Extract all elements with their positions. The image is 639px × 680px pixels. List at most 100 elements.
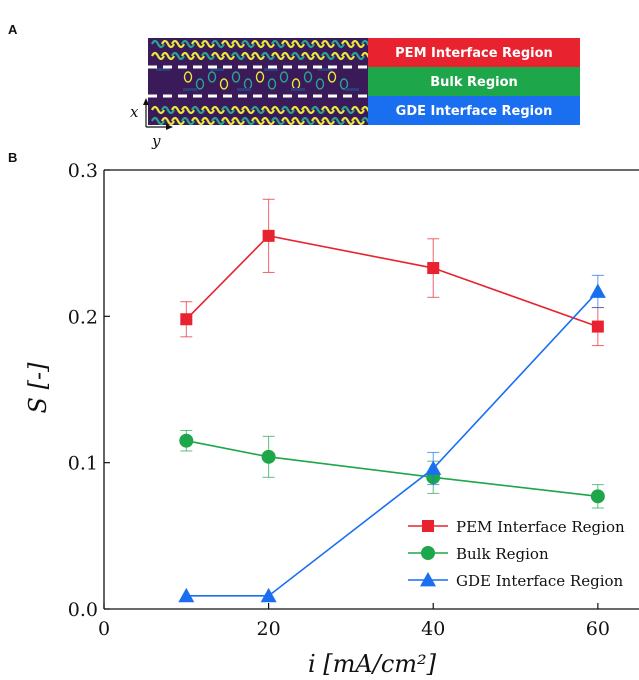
image-texture — [237, 88, 251, 91]
image-texture — [331, 105, 345, 115]
image-texture — [191, 51, 205, 61]
image-texture — [318, 68, 332, 71]
image-texture — [211, 39, 225, 49]
image-texture — [201, 105, 215, 115]
image-texture — [221, 116, 235, 126]
image-texture — [327, 71, 337, 83]
image-texture — [251, 39, 265, 49]
image-texture — [181, 51, 195, 61]
image-texture — [161, 105, 175, 115]
image-texture — [251, 105, 265, 115]
image-texture — [291, 51, 305, 61]
image-texture — [181, 39, 195, 49]
gde-interface-region-series — [178, 274, 606, 603]
image-texture — [331, 116, 345, 126]
legend-marker-pem-interface-region — [422, 520, 434, 532]
image-texture — [351, 39, 365, 49]
image-texture — [281, 51, 295, 61]
image-texture — [241, 116, 255, 126]
image-texture — [211, 105, 225, 115]
image-texture — [341, 116, 355, 126]
image-texture — [279, 71, 289, 83]
x-axis-label: i [mA/cm²] — [308, 650, 437, 678]
image-texture — [311, 116, 325, 126]
image-texture — [255, 71, 265, 83]
y-tick-label: 0.3 — [68, 160, 98, 182]
gde-interface-region-line — [186, 290, 599, 597]
x-tick-label: 20 — [257, 618, 281, 640]
image-texture — [311, 105, 325, 115]
image-texture — [221, 39, 235, 49]
image-texture — [201, 116, 215, 126]
image-texture — [351, 51, 365, 61]
image-texture — [261, 105, 275, 115]
image-texture — [231, 71, 241, 83]
image-texture — [211, 116, 225, 126]
bulk-region-label: Bulk Region — [430, 75, 518, 90]
image-texture — [241, 51, 255, 61]
bulk-region-point — [179, 433, 194, 448]
image-texture — [195, 78, 205, 90]
legend-marker-bulk-region — [421, 546, 435, 560]
image-texture — [303, 71, 313, 83]
chart-legend: PEM Interface Region Bulk Region GDE Inter… — [408, 518, 625, 590]
image-texture — [281, 105, 295, 115]
image-texture — [271, 39, 285, 49]
image-texture — [301, 105, 315, 115]
legend-label-pem-interface-region: PEM Interface Region — [456, 518, 625, 536]
image-texture — [321, 39, 335, 49]
image-texture — [281, 39, 295, 49]
image-texture — [171, 116, 185, 126]
panel-a-letter: A — [8, 22, 18, 37]
x-tick-label: 60 — [586, 618, 610, 640]
bulk-region-point — [261, 449, 276, 464]
image-texture — [251, 51, 265, 61]
image-texture — [331, 39, 345, 49]
image-texture — [156, 68, 170, 71]
image-texture — [331, 51, 345, 61]
y-tick-label: 0.1 — [68, 453, 98, 475]
image-texture — [321, 116, 335, 126]
y-axis-label: S [-] — [24, 362, 52, 414]
image-texture — [231, 116, 245, 126]
image-texture — [351, 116, 365, 126]
pem-interface-region-point — [180, 313, 193, 326]
bulk-region-point — [590, 489, 605, 504]
bulk-region-series — [179, 429, 605, 509]
image-texture — [241, 105, 255, 115]
image-texture — [161, 51, 175, 61]
image-texture — [231, 39, 245, 49]
image-texture — [231, 51, 245, 61]
x-axis-ticks: 0 20 40 60 — [98, 603, 610, 640]
image-texture — [183, 71, 193, 83]
image-texture — [151, 39, 165, 49]
image-texture — [191, 39, 205, 49]
image-texture — [271, 51, 285, 61]
image-texture — [161, 116, 175, 126]
gde-interface-region-point — [425, 460, 442, 475]
image-texture — [221, 105, 235, 115]
pem-interface-region-point — [427, 262, 440, 275]
region-schematic: PEM Interface Region Bulk Region GDE Int… — [130, 38, 580, 150]
image-texture — [161, 39, 175, 49]
image-texture — [267, 78, 277, 90]
image-texture — [271, 105, 285, 115]
image-texture — [207, 71, 217, 83]
pem-region-label: PEM Interface Region — [395, 46, 553, 61]
image-texture — [181, 116, 195, 126]
image-texture — [341, 105, 355, 115]
x-tick-label: 0 — [98, 618, 110, 640]
image-texture — [321, 51, 335, 61]
image-texture — [221, 51, 235, 61]
image-texture — [171, 105, 185, 115]
image-texture — [341, 51, 355, 61]
gde-region-band — [368, 96, 580, 125]
image-texture — [151, 51, 165, 61]
gde-interface-region-point — [178, 587, 195, 603]
pem-region-band — [368, 38, 580, 67]
image-texture — [311, 39, 325, 49]
series-layer — [178, 198, 606, 603]
image-texture — [219, 78, 229, 90]
image-texture — [251, 116, 265, 126]
image-texture — [201, 39, 215, 49]
